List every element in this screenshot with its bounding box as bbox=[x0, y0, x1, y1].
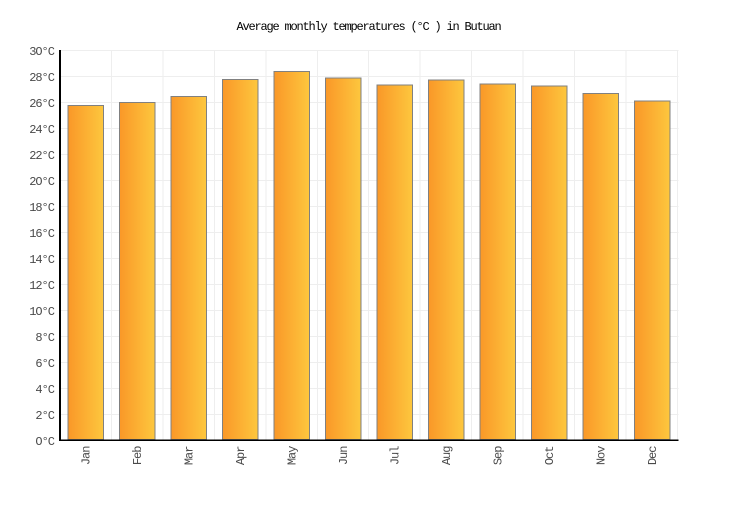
svg-text:Average monthly temperatures (: Average monthly temperatures (°C ) in Bu… bbox=[236, 20, 501, 34]
svg-text:Jan: Jan bbox=[80, 446, 94, 465]
svg-text:Dec: Dec bbox=[646, 446, 660, 465]
svg-text:6°C: 6°C bbox=[35, 357, 54, 371]
svg-text:12°C: 12°C bbox=[29, 279, 54, 293]
svg-text:28°C: 28°C bbox=[29, 71, 54, 85]
svg-text:4°C: 4°C bbox=[35, 383, 54, 397]
svg-text:16°C: 16°C bbox=[29, 227, 54, 241]
svg-text:18°C: 18°C bbox=[29, 201, 54, 215]
svg-text:8°C: 8°C bbox=[35, 331, 54, 345]
svg-text:Nov: Nov bbox=[595, 446, 609, 465]
svg-text:3O°C: 3O°C bbox=[29, 45, 54, 59]
svg-text:Aug: Aug bbox=[440, 446, 454, 465]
svg-text:Jul: Jul bbox=[389, 446, 403, 465]
svg-text:2O°C: 2O°C bbox=[29, 175, 54, 189]
svg-text:Oct: Oct bbox=[543, 447, 557, 465]
svg-text:Jun: Jun bbox=[337, 446, 351, 465]
svg-text:Apr: Apr bbox=[234, 446, 248, 465]
svg-text:24°C: 24°C bbox=[29, 123, 54, 137]
svg-text:Sep: Sep bbox=[492, 446, 506, 465]
svg-text:May: May bbox=[286, 446, 300, 465]
svg-text:Feb: Feb bbox=[131, 446, 145, 465]
svg-text:14°C: 14°C bbox=[29, 253, 54, 267]
svg-text:26°C: 26°C bbox=[29, 97, 54, 111]
svg-text:Mar: Mar bbox=[183, 446, 197, 465]
svg-text:22°C: 22°C bbox=[29, 149, 54, 163]
svg-text:O°C: O°C bbox=[35, 435, 54, 449]
svg-text:1O°C: 1O°C bbox=[29, 305, 54, 319]
svg-text:2°C: 2°C bbox=[35, 409, 54, 423]
